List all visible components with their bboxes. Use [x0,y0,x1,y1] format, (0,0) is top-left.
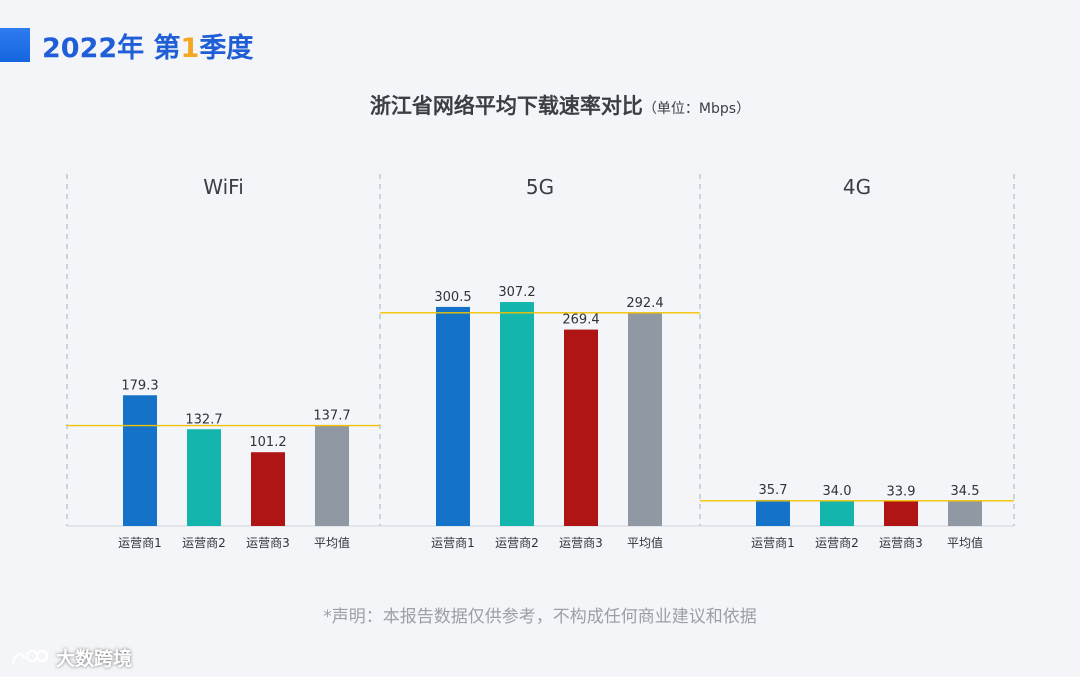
brand-watermark: 大数跨境 [10,644,132,671]
heading-accent-bar [0,28,30,62]
category-label: 运营商1 [751,535,795,550]
bar-5g-3 [564,329,598,526]
bar-5g-4 [628,312,662,526]
category-label: 平均值 [627,535,663,550]
bar-4g-3 [884,501,918,526]
chart-title: 浙江省网络平均下载速率对比（单位：Mbps） [370,94,750,118]
category-label: 平均值 [314,535,350,550]
value-label: 33.9 [887,484,916,499]
value-label: 300.5 [434,290,471,305]
category-label: 运营商3 [559,535,603,550]
bar-4g-1 [756,499,790,526]
bar-4g-4 [948,500,982,526]
title-quarter-suffix: 季度 [199,33,254,64]
brand-name: 大数跨境 [56,648,133,670]
value-label: 34.0 [823,484,852,499]
category-label: 运营商3 [879,535,923,550]
bar-wifi-3 [251,452,285,526]
category-label: 平均值 [947,535,983,550]
category-label: 运营商1 [431,535,475,550]
category-label: 运营商3 [246,535,290,550]
page-title: 2022年 第1季度 [42,26,253,65]
bar-5g-1 [436,306,470,526]
title-quarter-number: 1 [180,33,200,64]
disclaimer: *声明：本报告数据仅供参考，不构成任何商业建议和依据 [323,607,757,627]
bar-wifi-4 [315,425,349,526]
value-label: 137.7 [313,409,350,424]
bar-5g-2 [500,302,534,526]
bar-wifi-2 [187,429,221,526]
group-label-4g: 4G [843,175,871,199]
title-year: 2022年 第 [42,33,181,64]
download-speed-chart: 浙江省网络平均下载速率对比（单位：Mbps） WiFi 179.3 运营商1 132.7… [66,94,1015,550]
value-label: 292.4 [626,296,663,311]
brand-logo-icon [11,649,49,665]
category-label: 运营商1 [118,535,162,550]
value-label: 307.2 [498,285,535,300]
value-label: 269.4 [562,313,599,328]
value-label: 34.5 [951,484,980,499]
group-label-wifi: WiFi [203,175,244,199]
bar-wifi-1 [123,395,157,526]
group-label-5g: 5G [526,175,554,199]
value-label: 35.7 [759,483,788,498]
category-label: 运营商2 [815,535,859,550]
chart-unit: （单位：Mbps） [643,101,750,117]
chart-title-text: 浙江省网络平均下载速率对比 [370,94,643,118]
value-label: 179.3 [121,378,158,393]
category-label: 运营商2 [495,535,539,550]
category-label: 运营商2 [182,535,226,550]
value-label: 132.7 [185,412,222,427]
value-label: 101.2 [249,435,286,450]
bar-4g-2 [820,501,854,526]
